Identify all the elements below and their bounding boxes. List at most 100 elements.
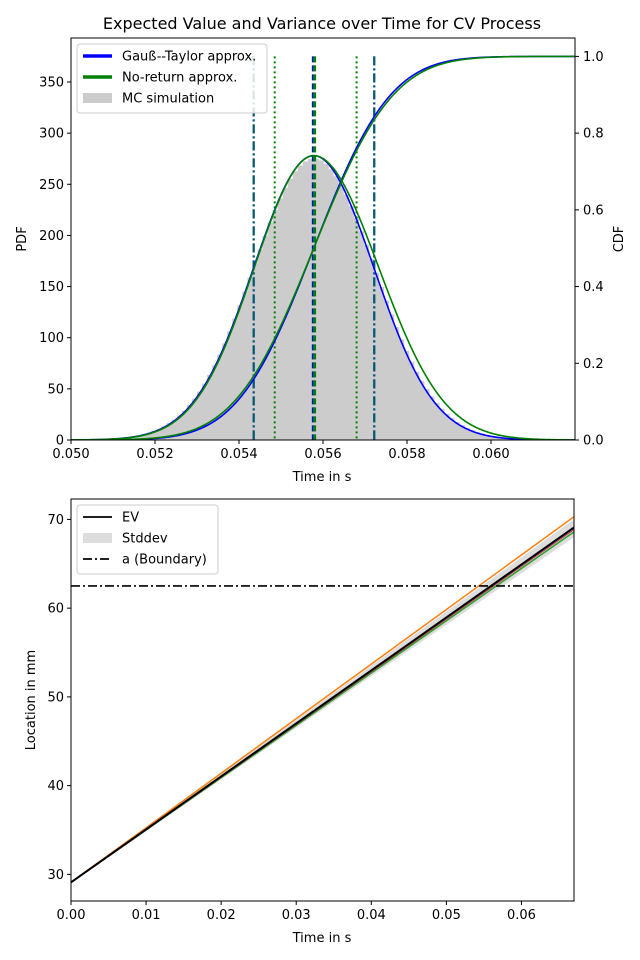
histogram-bar bbox=[232, 318, 238, 440]
legend-label: No-return approx. bbox=[122, 71, 237, 86]
histogram-bar bbox=[338, 184, 344, 440]
chart-location: 0.00 0.01 0.02 0.03 0.04 0.05 0.06 3040506070 … bbox=[24, 498, 575, 946]
legend-label: Gauß--Taylor approx. bbox=[122, 50, 256, 65]
histogram-bar bbox=[353, 218, 359, 440]
histogram-bar bbox=[484, 435, 490, 440]
y-tick-label: 60 bbox=[47, 602, 64, 617]
x-tick-label: 0.060 bbox=[472, 447, 509, 462]
legend-swatch bbox=[83, 93, 112, 103]
histogram-bar bbox=[136, 435, 143, 440]
histogram-bar bbox=[312, 158, 319, 440]
y2-axis-label: CDF bbox=[612, 226, 627, 253]
x-axis-label: Time in s bbox=[292, 470, 352, 485]
plot-area bbox=[71, 55, 575, 440]
sample-line bbox=[71, 516, 574, 883]
histogram-bar bbox=[262, 235, 269, 440]
y-axis-label: Location in mm bbox=[24, 650, 39, 750]
histogram-bar bbox=[181, 410, 188, 440]
legend: EV Stddev a (Boundary) bbox=[76, 504, 219, 575]
pdf-line bbox=[71, 154, 575, 440]
legend-swatch bbox=[83, 533, 112, 543]
y-axis-label: PDF bbox=[15, 226, 30, 251]
histogram-bar bbox=[146, 432, 153, 440]
x-axis: 0.050 0.052 0.054 0.056 0.058 0.060 bbox=[52, 440, 510, 462]
histogram-bar bbox=[388, 314, 395, 440]
histogram-bar bbox=[348, 206, 354, 440]
histogram-bar bbox=[292, 171, 299, 440]
histogram-bar bbox=[247, 277, 254, 440]
y2-tick-label: 0.6 bbox=[583, 203, 604, 218]
plot-content bbox=[71, 516, 574, 884]
x-tick-label: 0.056 bbox=[304, 447, 341, 462]
histogram-bar bbox=[197, 391, 203, 440]
histogram-bar bbox=[141, 434, 148, 440]
histogram-bar bbox=[383, 300, 390, 440]
y-tick-label: 350 bbox=[39, 75, 64, 90]
x-tick-label: 0.03 bbox=[282, 908, 311, 923]
histogram-bar bbox=[413, 371, 420, 440]
histogram-bar bbox=[222, 343, 228, 440]
x-tick-label: 0.06 bbox=[507, 908, 536, 923]
histogram-bar bbox=[267, 222, 274, 440]
histogram-bar bbox=[494, 436, 500, 440]
x-axis: 0.00 0.01 0.02 0.03 0.04 0.05 0.06 bbox=[57, 901, 536, 923]
histogram-bar bbox=[287, 178, 294, 440]
histogram-bar bbox=[307, 159, 314, 440]
histogram-bar bbox=[449, 418, 455, 440]
x-tick-label: 0.05 bbox=[432, 908, 461, 923]
histogram-bar bbox=[212, 365, 218, 440]
histogram-bar bbox=[171, 419, 178, 440]
x-tick-label: 0.02 bbox=[207, 908, 236, 923]
histogram-bar bbox=[479, 433, 485, 440]
y-axis-left: 30 40 50 60 70 bbox=[47, 513, 71, 883]
histogram-bar bbox=[217, 354, 223, 440]
legend-box bbox=[76, 43, 268, 114]
legend: Gauß--Taylor approx. No-return approx. MC … bbox=[76, 43, 268, 114]
y-tick-label: 150 bbox=[39, 280, 64, 295]
plot-content bbox=[71, 55, 575, 440]
histogram-bar bbox=[433, 402, 440, 440]
histogram-bar bbox=[191, 398, 198, 440]
x-tick-label: 0.01 bbox=[132, 908, 161, 923]
y2-tick-label: 0.4 bbox=[583, 280, 604, 295]
y2-tick-label: 0.2 bbox=[583, 357, 604, 372]
y-tick-label: 250 bbox=[39, 178, 64, 193]
histogram-bar bbox=[333, 176, 339, 440]
histogram-bar bbox=[408, 361, 415, 440]
histogram-bar bbox=[176, 415, 183, 440]
histogram-bar bbox=[323, 163, 329, 440]
chart-pdf-cdf: Expected Value and Variance over Time fo… bbox=[15, 14, 627, 485]
y-tick-label: 30 bbox=[47, 868, 64, 883]
legend-label: Stddev bbox=[122, 532, 168, 547]
y-tick-label: 70 bbox=[47, 513, 64, 528]
histogram-bar bbox=[237, 305, 243, 440]
y-axis-left: 0 50 100 150 200 250 300 350 bbox=[39, 75, 71, 449]
histogram-bar bbox=[151, 430, 158, 440]
legend-label: EV bbox=[122, 511, 139, 526]
y-tick-label: 300 bbox=[39, 127, 64, 142]
histogram-bar bbox=[328, 169, 334, 440]
x-tick-label: 0.00 bbox=[57, 908, 86, 923]
chart-title: Expected Value and Variance over Time fo… bbox=[103, 14, 541, 33]
x-tick-label: 0.054 bbox=[220, 447, 257, 462]
legend-label: MC simulation bbox=[122, 92, 214, 107]
histogram-bar bbox=[302, 161, 309, 440]
histogram-bar bbox=[363, 244, 369, 440]
x-axis-label: Time in s bbox=[292, 931, 352, 946]
histogram-bar bbox=[454, 422, 460, 440]
histogram-bar bbox=[272, 209, 279, 440]
histogram-bar bbox=[207, 374, 213, 440]
histogram-bar bbox=[277, 198, 284, 440]
y-tick-label: 200 bbox=[39, 229, 64, 244]
x-tick-label: 0.052 bbox=[136, 447, 173, 462]
histogram-bar bbox=[257, 249, 264, 440]
histogram-bar bbox=[252, 263, 259, 440]
y-tick-label: 40 bbox=[47, 779, 64, 794]
legend-box bbox=[76, 504, 219, 575]
histogram-bar bbox=[368, 258, 374, 440]
histogram-bar bbox=[403, 351, 410, 440]
histogram-bar bbox=[242, 291, 248, 440]
x-tick-label: 0.058 bbox=[388, 447, 425, 462]
histogram-bar bbox=[489, 436, 495, 440]
